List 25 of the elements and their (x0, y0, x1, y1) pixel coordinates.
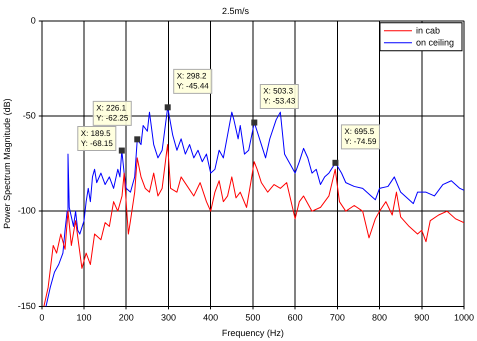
x-tick-label: 0 (39, 312, 44, 322)
x-tick-label: 600 (288, 312, 303, 322)
x-tick-label: 100 (76, 312, 92, 322)
annotation: X: 695.5 Y: -74.59 (344, 127, 378, 146)
y-axis-title: Power Spectrum Magnitude (dB) (2, 98, 12, 229)
y-tick-label: -150 (18, 300, 36, 311)
annotation: X: 503.3 Y: -53.43 (263, 86, 296, 106)
x-tick-label: 200 (118, 312, 134, 322)
annotation: X: 189.5 Y: -68.15 (80, 128, 114, 148)
annotation: X: 298.2 Y: -45.44 (176, 72, 210, 91)
x-tick-label: 700 (330, 312, 345, 322)
x-tick-label: 900 (414, 312, 430, 322)
legend-label: on ceiling (416, 37, 454, 48)
x-tick-label: 300 (160, 312, 176, 322)
y-tick-label: -50 (22, 110, 36, 120)
y-tick-label: -100 (18, 206, 36, 216)
y-tick-label: 0 (30, 15, 36, 26)
chart-title: 2.5m/s (222, 6, 250, 16)
annotation: X: 226.1 Y: -62.25 (96, 104, 129, 123)
x-tick-label: 400 (203, 312, 218, 322)
legend-label: in cab (416, 25, 440, 36)
x-tick-label: 500 (245, 312, 260, 322)
x-tick-label: 800 (372, 312, 388, 322)
x-tick-label: 1000 (454, 312, 474, 322)
x-axis-title: Frequency (Hz) (222, 328, 284, 338)
